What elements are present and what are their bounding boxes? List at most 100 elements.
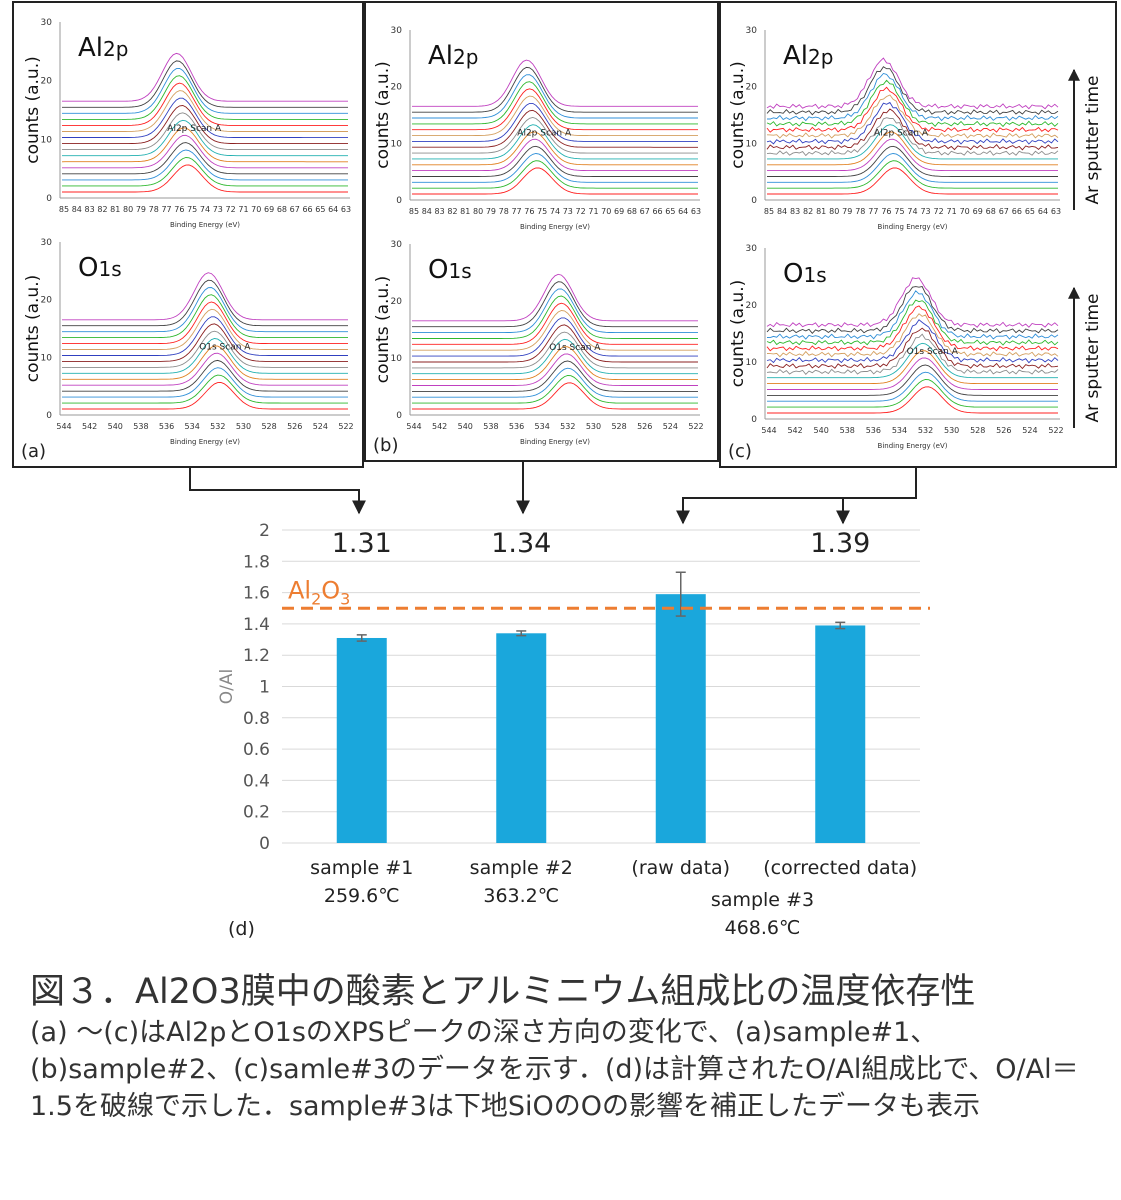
y-tick-label: 0.4 (243, 771, 270, 791)
x-tick-label: 538 (840, 426, 855, 435)
x-tick-label: 75 (894, 207, 904, 216)
x-tick-label: 70 (251, 205, 261, 214)
y-tick-label: 20 (391, 83, 403, 93)
x-tick-label: 524 (663, 422, 678, 431)
spectrum-curve (766, 277, 1059, 328)
x-tick-label: 82 (803, 207, 813, 216)
spectrum-curve (767, 342, 1058, 379)
x-tick-label: 83 (435, 207, 445, 216)
y-tick-label: 20 (746, 83, 758, 93)
spectrum-curve (767, 167, 1058, 195)
value-label: 1.39 (810, 528, 870, 559)
x-tick-label: 77 (511, 207, 521, 216)
x-tick-label: 524 (1022, 426, 1037, 435)
x-tick-label: 84 (422, 207, 432, 216)
spectrum-curve (62, 75, 348, 120)
spectrum-curve (766, 305, 1059, 352)
spectrum-title-element: O (78, 253, 98, 283)
spectrum-curve (412, 324, 698, 363)
spectrum-curve (412, 331, 698, 369)
x-tick-label: 78 (149, 205, 159, 214)
x-tick-label: 65 (1025, 207, 1035, 216)
figure-caption: 図３．Al2O3膜中の酸素とアルミニウム組成比の温度依存性 (a) ～(c)はA… (30, 970, 1110, 1125)
spectrum-title: O1s (783, 259, 827, 289)
y-tick-label: 2 (259, 521, 270, 541)
bar (655, 594, 706, 843)
x-tick-label: 73 (563, 207, 573, 216)
x-tick-label: 64 (678, 207, 688, 216)
spectrum-curve (412, 360, 698, 392)
spectrum-curve (62, 359, 348, 392)
spectrum-curve (767, 371, 1058, 402)
spectrum-curve (766, 319, 1059, 364)
spectrum-curve (62, 149, 348, 181)
x-tick-label: 69 (614, 207, 624, 216)
y-axis-label: counts (a.u.) (728, 280, 748, 388)
x-tick-label: 73 (920, 207, 930, 216)
x-tick-label: 538 (483, 422, 498, 431)
spectrum-curve (62, 164, 348, 193)
spectrum-curve (62, 316, 348, 356)
spectrum-curve (412, 310, 698, 351)
spectrum-curve (766, 101, 1059, 145)
x-tick-label: 85 (764, 207, 774, 216)
spectrum-curve (62, 90, 348, 132)
spectrum-curve (62, 382, 348, 410)
panel-label: (a) (21, 441, 46, 462)
category-label: 363.2℃ (483, 885, 559, 907)
panel-c: (c) 0 10 20 30 85 84 83 82 81 80 79 78 77 76 75 74 73 72 71… (719, 1, 1117, 468)
spectrum-curve (412, 109, 698, 148)
spectrum-curve (766, 333, 1059, 375)
y-tick-label: 0 (259, 834, 270, 854)
spectrum-curve (412, 117, 698, 154)
spectrum-plot: 0 10 20 30 544 542 540 538 536 534 532 530 528 526 524… (728, 244, 1064, 450)
x-tick-label: 76 (881, 207, 891, 216)
spectrum-curve (62, 345, 348, 380)
y-tick-label: 1.4 (243, 615, 270, 635)
spectrum-curve (767, 138, 1058, 172)
x-tick-label: 82 (447, 207, 457, 216)
spectrum-title-orbital: 1s (98, 257, 121, 281)
x-tick-label: 80 (123, 205, 133, 214)
spectrum-curve (766, 285, 1059, 334)
spectrum-curve (412, 353, 698, 386)
value-label: 1.31 (332, 528, 392, 559)
y-axis-label: counts (a.u.) (373, 276, 393, 384)
x-tick-label: 75 (537, 207, 547, 216)
x-tick-label: 85 (409, 207, 419, 216)
spectrum-curve (62, 330, 348, 368)
group-label: 468.6℃ (725, 917, 801, 939)
reference-label: Al2O3 (288, 576, 350, 608)
x-tick-label: 536 (509, 422, 524, 431)
x-tick-label: 65 (315, 205, 325, 214)
spectrum-curve (62, 301, 348, 345)
x-tick-label: 71 (238, 205, 248, 214)
x-tick-label: 536 (866, 426, 881, 435)
spectrum-curve (61, 127, 348, 163)
spectrum-title: O1s (428, 255, 472, 285)
spectrum-curve (412, 145, 698, 177)
spectrum-curve (62, 287, 348, 333)
x-tick-label: 80 (829, 207, 839, 216)
spectrum-curve (412, 302, 698, 345)
spectrum-curve (767, 386, 1058, 414)
x-tick-label: 76 (174, 205, 184, 214)
panel-connectors (189, 462, 917, 525)
y-tick-label: 20 (41, 296, 53, 306)
spectrum-title-element: Al (428, 41, 453, 71)
category-label: (corrected data) (763, 857, 917, 879)
y-tick-label: 10 (391, 354, 403, 364)
spectrum-curve (62, 112, 348, 151)
spectrum-curve (412, 295, 698, 339)
x-tick-label: 81 (460, 207, 470, 216)
panel-b: (b) 0 10 20 30 85 84 83 82 81 80 79 78 77 76 75 74 73 72 71… (364, 1, 719, 462)
spectrum-curve (412, 338, 698, 375)
spectrum-curve (412, 138, 698, 172)
x-tick-label: 532 (210, 422, 225, 431)
x-tick-label: 522 (1048, 426, 1063, 435)
x-tick-label: 83 (790, 207, 800, 216)
y-axis-label: O/Al (217, 669, 237, 704)
spectrum-title-orbital: 2p (103, 37, 128, 61)
